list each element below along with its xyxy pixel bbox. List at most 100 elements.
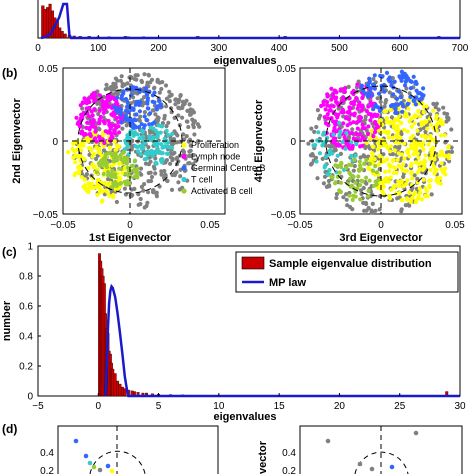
scatter-point	[107, 145, 112, 150]
scatter-point	[418, 190, 423, 195]
scatter-point	[388, 107, 393, 113]
scatter-point	[358, 183, 363, 188]
scatter-point	[136, 125, 142, 130]
scatter-point	[341, 195, 346, 200]
scatter-point	[142, 123, 147, 128]
scatter-point	[90, 113, 95, 118]
scatter-point	[411, 98, 416, 103]
scatter-point	[399, 69, 404, 74]
scatter-point	[399, 179, 404, 184]
scatter-point	[112, 112, 117, 117]
scatter-point	[86, 138, 91, 144]
panel-c-legend: Sample eigenvalue distribution MP law	[235, 251, 459, 293]
scatter-point	[363, 91, 368, 96]
scatter-point	[110, 135, 115, 140]
scatter-point	[338, 164, 344, 170]
scatter-point	[390, 103, 395, 108]
scatter-point	[423, 153, 428, 158]
scatter-point	[135, 171, 140, 176]
scatter-point	[172, 150, 177, 155]
legend-label: Activated B cell	[191, 186, 253, 196]
scatter-point	[389, 144, 394, 149]
scatter-point	[403, 203, 408, 208]
scatter-point	[86, 97, 91, 102]
scatter-point	[148, 159, 153, 164]
scatter-point	[127, 136, 132, 141]
scatter-point	[125, 133, 130, 138]
scatter-point	[342, 86, 348, 91]
scatter-point	[364, 208, 369, 213]
scatter-point	[108, 97, 113, 102]
scatter-point	[170, 156, 175, 161]
panel-b-right-xtick-left: −0.05	[287, 220, 313, 231]
scatter-point	[429, 192, 434, 197]
scatter-point	[363, 145, 368, 151]
scatter-point	[413, 430, 419, 436]
scatter-point	[417, 97, 422, 102]
scatter-point	[153, 161, 158, 166]
xtick-label: 600	[391, 43, 408, 54]
scatter-point	[442, 111, 447, 116]
scatter-point	[169, 106, 174, 111]
scatter-point	[446, 156, 451, 161]
scatter-point	[133, 90, 138, 95]
scatter-point	[383, 158, 388, 163]
scatter-point	[112, 139, 117, 144]
scatter-point	[72, 149, 77, 154]
scatter-point	[175, 155, 180, 160]
scatter-point	[378, 99, 383, 104]
scatter-point	[182, 101, 187, 106]
panel-b-left-xtick-right: 0.05	[200, 220, 220, 231]
scatter-point	[74, 115, 79, 120]
scatter-point	[368, 158, 373, 163]
scatter-point	[399, 132, 404, 137]
scatter-point	[85, 135, 90, 140]
legend-marker	[181, 188, 187, 194]
scatter-point	[350, 197, 355, 202]
scatter-point	[151, 86, 157, 91]
xtick-label: 700	[452, 43, 469, 54]
legend-label-sample: Sample eigenvalue distribution	[269, 258, 432, 270]
scatter-point	[159, 142, 164, 147]
scatter-point	[354, 141, 359, 147]
scatter-point	[164, 144, 169, 149]
scatter-point	[383, 177, 388, 182]
scatter-point	[164, 104, 169, 109]
scatter-point	[345, 181, 350, 186]
scatter-point	[427, 178, 432, 183]
scatter-point	[118, 176, 123, 181]
scatter-point	[80, 100, 85, 105]
scatter-point	[79, 112, 84, 117]
scatter-point	[358, 197, 363, 202]
scatter-point	[110, 168, 115, 173]
scatter-point	[93, 125, 98, 130]
scatter-point	[106, 170, 111, 175]
scatter-point	[103, 188, 108, 193]
scatter-point	[405, 178, 410, 183]
scatter-point	[164, 151, 170, 156]
scatter-point	[431, 101, 436, 106]
scatter-point	[167, 99, 172, 104]
scatter-point	[76, 169, 81, 174]
scatter-point	[373, 121, 378, 126]
scatter-point	[415, 170, 420, 175]
scatter-point	[159, 172, 164, 177]
scatter-point	[149, 174, 155, 180]
histogram-bar	[60, 31, 64, 39]
scatter-point	[416, 162, 421, 167]
scatter-point	[347, 193, 352, 198]
scatter-point	[146, 106, 151, 111]
histogram-bar	[120, 386, 124, 397]
scatter-point	[97, 189, 103, 194]
scatter-point	[105, 177, 111, 182]
scatter-point	[141, 134, 146, 139]
scatter-point	[377, 207, 382, 212]
scatter-point	[87, 145, 92, 151]
scatter-point	[178, 174, 183, 179]
scatter-point	[91, 118, 96, 123]
scatter-point	[358, 138, 363, 143]
scatter-point	[353, 137, 358, 142]
scatter-point	[419, 123, 424, 128]
scatter-point	[66, 150, 71, 155]
panel-a-xticks: 0 100 200 300 400 500 600 700	[35, 35, 469, 54]
